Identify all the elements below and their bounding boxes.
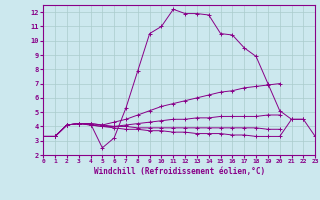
X-axis label: Windchill (Refroidissement éolien,°C): Windchill (Refroidissement éolien,°C) <box>94 167 265 176</box>
